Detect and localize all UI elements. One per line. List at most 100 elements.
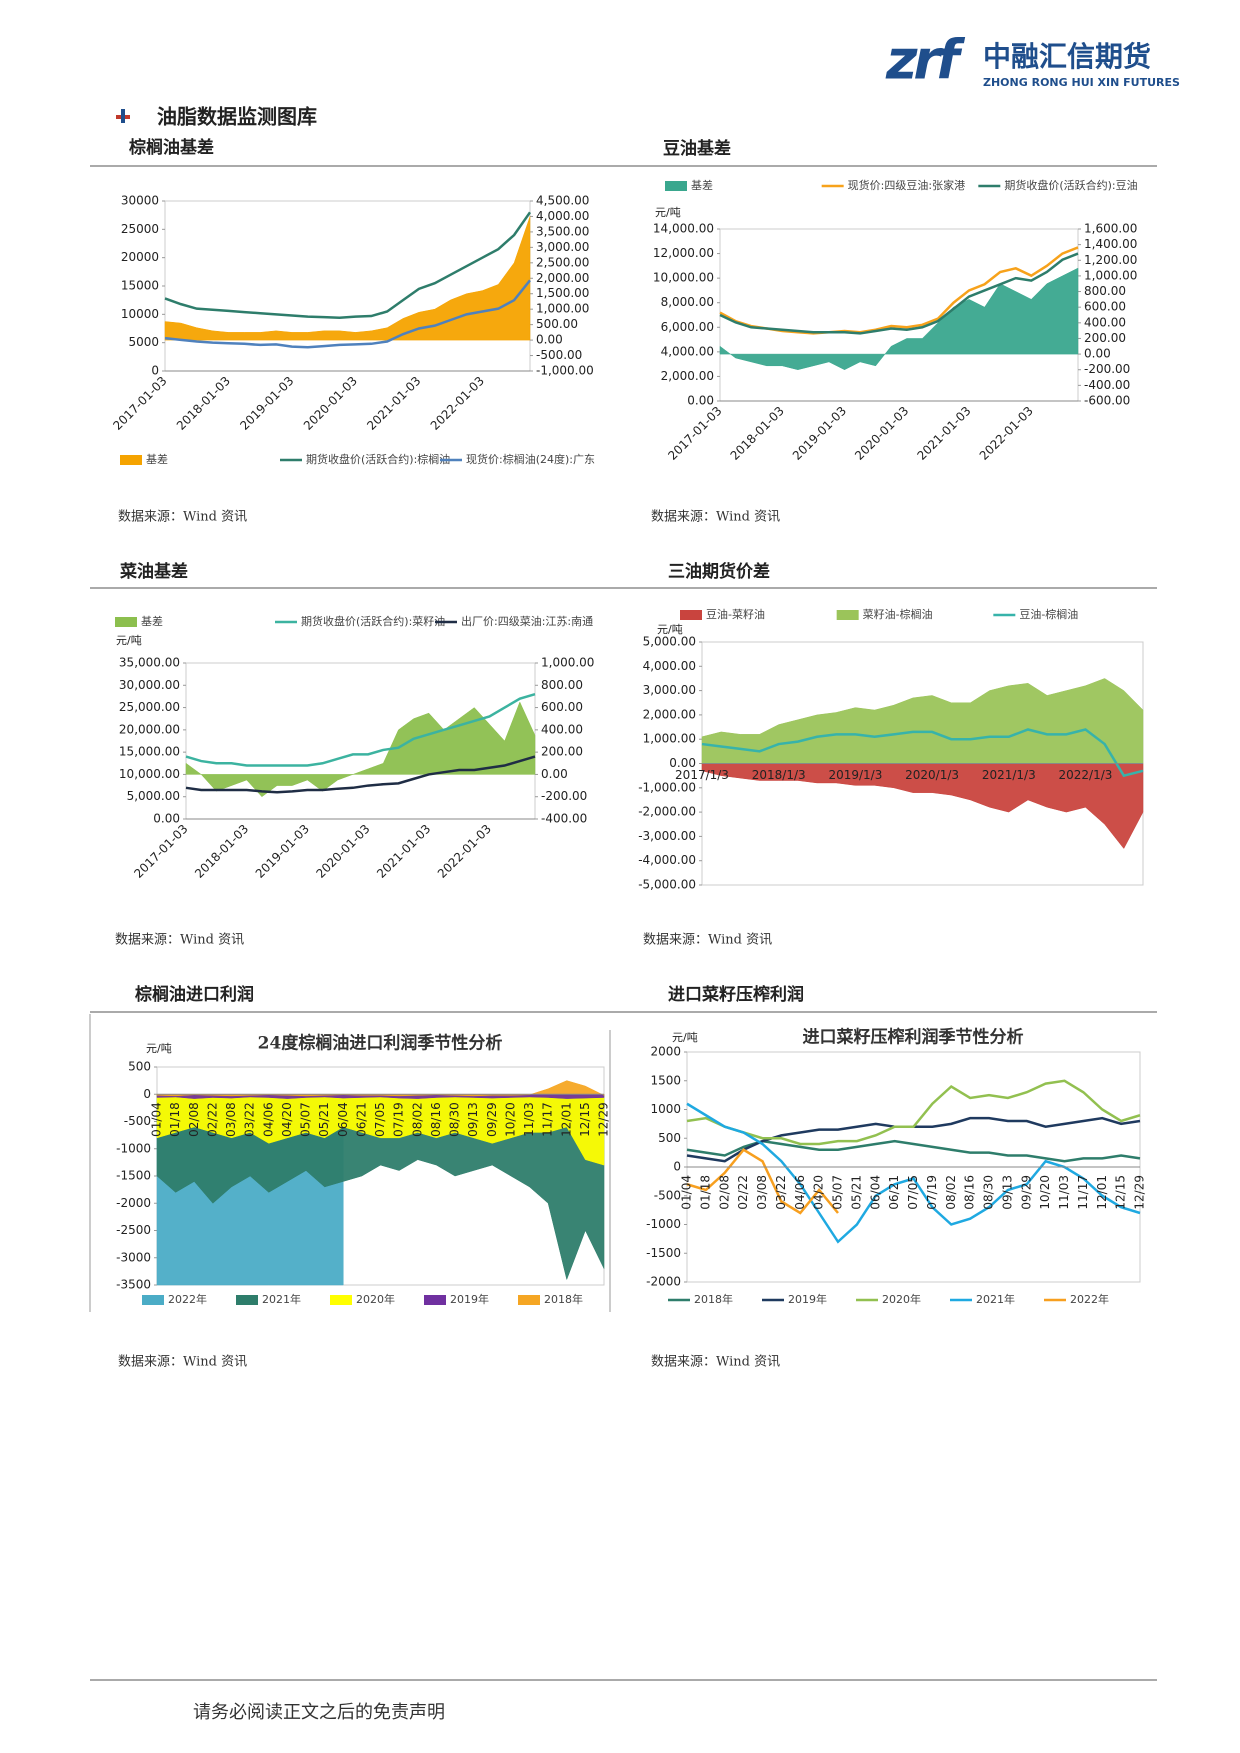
- x-tick-label: 06/04: [868, 1175, 882, 1210]
- y2-tick-label: -200.00: [541, 789, 587, 803]
- y2-tick-label: 400.00: [1084, 315, 1126, 329]
- x-tick-label: 02/22: [205, 1102, 219, 1137]
- legend-label: 期货收盘价(活跃合约):棕榈油: [306, 452, 450, 466]
- data-source: 数据来源：Wind 资讯: [118, 1355, 247, 1370]
- x-tick-label: 06/04: [336, 1102, 350, 1137]
- logo-mark: zrf: [885, 29, 966, 92]
- x-tick-label: 2020/1/3: [905, 768, 959, 782]
- data-source: 数据来源：Wind 资讯: [651, 1355, 780, 1370]
- x-tick-label: 02/08: [717, 1175, 731, 1210]
- chart-heading: 菜油基差: [119, 561, 188, 582]
- y2-tick-label: 1,000.00: [536, 302, 589, 316]
- line: [719, 252, 1079, 335]
- y-tick-label: 3,000.00: [643, 683, 696, 697]
- y2-tick-label: -200.00: [1084, 362, 1130, 376]
- y2-tick-label: 200.00: [1084, 331, 1126, 345]
- line: [701, 728, 1144, 778]
- x-tick-label: 05/07: [831, 1175, 845, 1210]
- logo-cn: 中融汇信期货: [983, 40, 1151, 73]
- y2-tick-label: 0.00: [541, 767, 568, 781]
- legend-swatch: [330, 1295, 352, 1305]
- y-tick-label: 6,000.00: [661, 320, 714, 334]
- legend-label: 基差: [141, 614, 163, 628]
- legend-label: 2022年: [1070, 1292, 1109, 1306]
- logo-en: ZHONG RONG HUI XIN FUTURES: [983, 76, 1180, 89]
- y2-tick-label: 400.00: [541, 722, 583, 736]
- legend-swatch: [518, 1295, 540, 1305]
- y-tick-label: -1,000.00: [638, 780, 696, 794]
- y-tick-label: -1000: [646, 1217, 681, 1231]
- x-tick-label: 2017-01-03: [665, 404, 724, 463]
- line: [185, 693, 536, 767]
- legend-label: 2019年: [788, 1292, 827, 1306]
- x-tick-label: 08/16: [429, 1102, 443, 1137]
- legend-swatch: [665, 181, 687, 191]
- chart-heading: 豆油基差: [663, 138, 731, 159]
- x-tick-label: 09/13: [1000, 1175, 1014, 1210]
- legend-label: 2021年: [262, 1292, 301, 1306]
- y-tick-label: -2000: [116, 1196, 151, 1210]
- y-tick-label: 14,000.00: [653, 222, 714, 236]
- y-unit: 元/吨: [116, 634, 142, 647]
- y-tick-label: 12,000.00: [653, 246, 714, 260]
- x-tick-label: 2020-01-03: [301, 374, 360, 433]
- y2-tick-label: 500.00: [536, 317, 578, 331]
- area: [164, 216, 531, 341]
- y2-tick-label: 1,600.00: [1084, 222, 1137, 236]
- y-tick-label: -4,000.00: [638, 853, 696, 867]
- y2-tick-label: 3,500.00: [536, 224, 589, 238]
- legend-label: 现货价:棕榈油(24度):广东: [466, 452, 595, 466]
- y-tick-label: 0: [143, 1087, 151, 1101]
- x-tick-label: 09/13: [466, 1102, 480, 1137]
- chart-title: 24度棕榈油进口利润季节性分析: [258, 1033, 503, 1054]
- y2-tick-label: -400.00: [541, 812, 587, 826]
- y-tick-label: -3,000.00: [638, 829, 696, 843]
- x-tick-label: 09/29: [485, 1102, 499, 1137]
- x-tick-label: 2018-01-03: [192, 822, 251, 881]
- x-tick-label: 09/29: [1019, 1175, 1033, 1210]
- x-tick-label: 11/17: [541, 1102, 555, 1137]
- y-tick-label: 1500: [650, 1073, 681, 1087]
- legend-swatch: [424, 1295, 446, 1305]
- line: [164, 211, 532, 319]
- y2-tick-label: 800.00: [541, 678, 583, 692]
- x-tick-label: 2022-01-03: [428, 374, 487, 433]
- x-tick-label: 04/20: [812, 1175, 826, 1210]
- y2-tick-label: 600.00: [541, 700, 583, 714]
- y-tick-label: -1500: [116, 1169, 151, 1183]
- x-tick-label: 2020-01-03: [852, 404, 911, 463]
- x-tick-label: 2021/1/3: [982, 768, 1036, 782]
- legend-label: 2018年: [694, 1292, 733, 1306]
- y2-tick-label: 200.00: [541, 745, 583, 759]
- x-tick-label: 2019/1/3: [828, 768, 882, 782]
- x-tick-label: 12/15: [578, 1102, 592, 1137]
- x-tick-label: 2022-01-03: [435, 822, 494, 881]
- y2-tick-label: 2,500.00: [536, 255, 589, 269]
- y-tick-label: 25000: [121, 222, 159, 236]
- y-tick-label: -500: [654, 1188, 681, 1202]
- y-tick-label: -5,000.00: [638, 878, 696, 892]
- x-tick-label: 2019-01-03: [790, 404, 849, 463]
- x-tick-label: 02/22: [736, 1175, 750, 1210]
- x-tick-label: 12/01: [559, 1102, 573, 1137]
- y-tick-label: -500: [124, 1114, 151, 1128]
- x-tick-label: 2017-01-03: [110, 374, 169, 433]
- legend-label: 基差: [146, 452, 168, 466]
- x-tick-label: 05/21: [317, 1102, 331, 1137]
- y2-tick-label: 1,200.00: [1084, 253, 1137, 267]
- y-tick-label: 2,000.00: [643, 707, 696, 721]
- line: [185, 755, 536, 794]
- x-tick-label: 2021-01-03: [364, 374, 423, 433]
- legend-swatch: [236, 1295, 258, 1305]
- x-tick-label: 10/20: [503, 1102, 517, 1137]
- x-tick-label: 12/01: [1095, 1175, 1109, 1210]
- x-tick-label: 01/18: [168, 1102, 182, 1137]
- line: [164, 279, 531, 349]
- x-tick-label: 10/20: [1038, 1175, 1052, 1210]
- y-tick-label: 20,000.00: [119, 722, 180, 736]
- x-tick-label: 05/07: [299, 1102, 313, 1137]
- y2-tick-label: -500.00: [536, 348, 582, 362]
- x-tick-label: 05/21: [849, 1175, 863, 1210]
- x-tick-label: 2017-01-03: [131, 822, 190, 881]
